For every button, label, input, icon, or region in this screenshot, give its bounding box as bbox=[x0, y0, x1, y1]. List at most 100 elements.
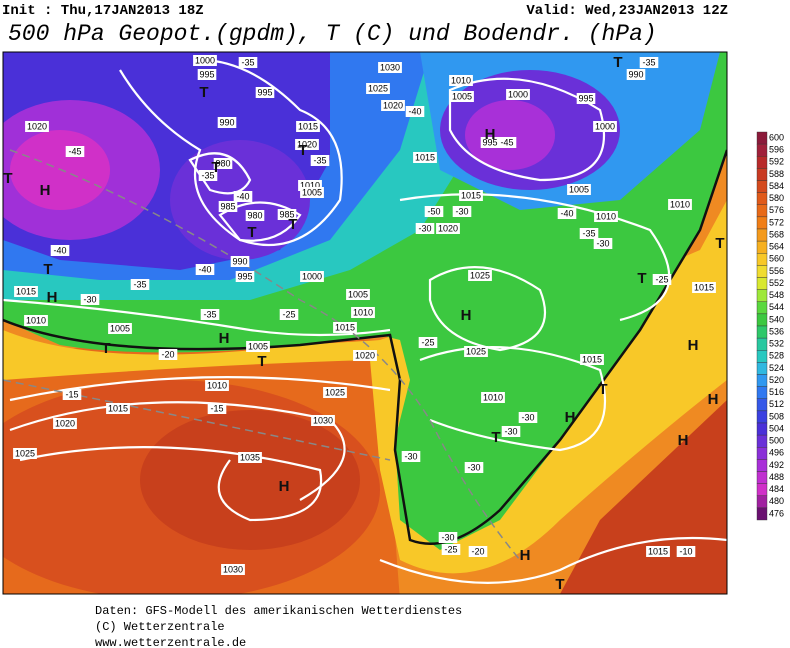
colorbar-label: 528 bbox=[769, 351, 784, 361]
pressure-center: H bbox=[678, 432, 689, 449]
isobar-label: 1020 bbox=[438, 223, 458, 233]
label-box bbox=[300, 187, 324, 198]
colorbar-label: 480 bbox=[769, 496, 784, 506]
isobar-label: 1015 bbox=[648, 546, 668, 556]
color-swatch bbox=[756, 131, 768, 145]
label-box bbox=[501, 426, 521, 437]
isobar-label: 1000 bbox=[195, 55, 215, 65]
label-box bbox=[497, 137, 517, 148]
color-swatch bbox=[756, 507, 768, 521]
colorbar-label: 600 bbox=[769, 132, 784, 142]
temperature-label: -30 bbox=[455, 206, 468, 216]
label-box bbox=[626, 69, 646, 80]
label-box bbox=[464, 462, 484, 473]
label-box bbox=[405, 106, 425, 117]
temperature-label: -40 bbox=[198, 264, 211, 274]
pressure-center: H bbox=[40, 182, 51, 199]
colorbar-label: 548 bbox=[769, 290, 784, 300]
isobar-label: 1020 bbox=[355, 350, 375, 360]
colorbar-label: 492 bbox=[769, 460, 784, 470]
isobar bbox=[19, 446, 323, 522]
isobar bbox=[3, 298, 391, 337]
yellow-band bbox=[3, 200, 727, 574]
color-swatch bbox=[756, 459, 768, 472]
label-box bbox=[298, 180, 322, 191]
label-box bbox=[207, 403, 227, 414]
label-box bbox=[310, 155, 330, 166]
label-box bbox=[62, 389, 82, 400]
temperature-label: -40 bbox=[408, 106, 421, 116]
label-box bbox=[639, 57, 659, 68]
colorbar-label: 540 bbox=[769, 314, 784, 324]
isobar-label: 980 bbox=[247, 210, 262, 220]
label-box bbox=[198, 170, 218, 181]
isobar-label: 1030 bbox=[380, 62, 400, 72]
color-swatch bbox=[756, 168, 768, 181]
isobar-label: 1015 bbox=[415, 152, 435, 162]
label-box bbox=[646, 546, 670, 557]
colorbar-label: 544 bbox=[769, 302, 784, 312]
pressure-center: H bbox=[485, 126, 496, 143]
color-swatch bbox=[756, 156, 768, 169]
label-box bbox=[481, 392, 505, 403]
label-box bbox=[468, 270, 492, 281]
isobar-label: 1020 bbox=[383, 100, 403, 110]
label-box bbox=[295, 139, 319, 150]
pressure-center: T bbox=[101, 340, 110, 357]
pressure-center: H bbox=[565, 409, 576, 426]
colorbar-label: 508 bbox=[769, 411, 784, 421]
label-box bbox=[108, 323, 132, 334]
pressure-center: H bbox=[47, 289, 58, 306]
colorbar-label: 564 bbox=[769, 242, 784, 252]
label-box bbox=[80, 294, 100, 305]
colorbar-label: 500 bbox=[769, 436, 784, 446]
label-box bbox=[692, 282, 716, 293]
temperature-label: -50 bbox=[427, 206, 440, 216]
isobar-label: 995 bbox=[237, 271, 252, 281]
colorbar-label: 488 bbox=[769, 472, 784, 482]
label-box bbox=[353, 350, 377, 361]
isobar-label: 1015 bbox=[582, 354, 602, 364]
label-box bbox=[567, 184, 591, 195]
label-box bbox=[464, 346, 488, 357]
isobar-label: 1020 bbox=[27, 121, 47, 131]
temperature-label: -20 bbox=[161, 349, 174, 359]
isobar-label: 1005 bbox=[248, 341, 268, 351]
label-box bbox=[593, 238, 613, 249]
color-swatch bbox=[756, 180, 768, 193]
isobar-label: 1005 bbox=[569, 184, 589, 194]
footer-line: (C) Wetterzentrale bbox=[95, 620, 225, 634]
pressure-center: T bbox=[598, 381, 607, 398]
isobar bbox=[9, 376, 391, 402]
isobar-label: 1010 bbox=[300, 180, 320, 190]
label-box bbox=[53, 418, 77, 429]
pressure-center: T bbox=[211, 159, 220, 176]
pressure-center: T bbox=[491, 429, 500, 446]
temperature-label: -40 bbox=[236, 191, 249, 201]
pressure-center: H bbox=[520, 547, 531, 564]
color-swatch bbox=[756, 289, 768, 302]
footer-line: Daten: GFS-Modell des amerikanischen Wet… bbox=[95, 604, 462, 618]
isobar-label: 1010 bbox=[207, 380, 227, 390]
color-swatch bbox=[756, 228, 768, 242]
color-swatch bbox=[756, 301, 768, 315]
label-box bbox=[200, 309, 220, 320]
isobar-label: 1005 bbox=[452, 91, 472, 101]
pressure-center: T bbox=[715, 235, 724, 252]
isobar-label: 1005 bbox=[302, 187, 322, 197]
isobar-label: 1025 bbox=[325, 387, 345, 397]
pressure-center: T bbox=[43, 261, 52, 278]
colorbar-label: 524 bbox=[769, 363, 784, 373]
map-title: 500 hPa Geopot.(gpdm), T (C) und Bodendr… bbox=[8, 21, 657, 47]
label-box bbox=[230, 256, 250, 267]
pressure-center: H bbox=[461, 307, 472, 324]
isobar-label: 1010 bbox=[596, 211, 616, 221]
temperature-label: -35 bbox=[582, 228, 595, 238]
isobar-label: 1010 bbox=[451, 75, 471, 85]
isobar-label: 1010 bbox=[670, 199, 690, 209]
colorbar: 600 596 592 588 584 580 576 572 568 564 560 556 552 5… bbox=[756, 131, 784, 521]
temperature-label: -30 bbox=[596, 238, 609, 248]
temperature-label: -35 bbox=[201, 170, 214, 180]
